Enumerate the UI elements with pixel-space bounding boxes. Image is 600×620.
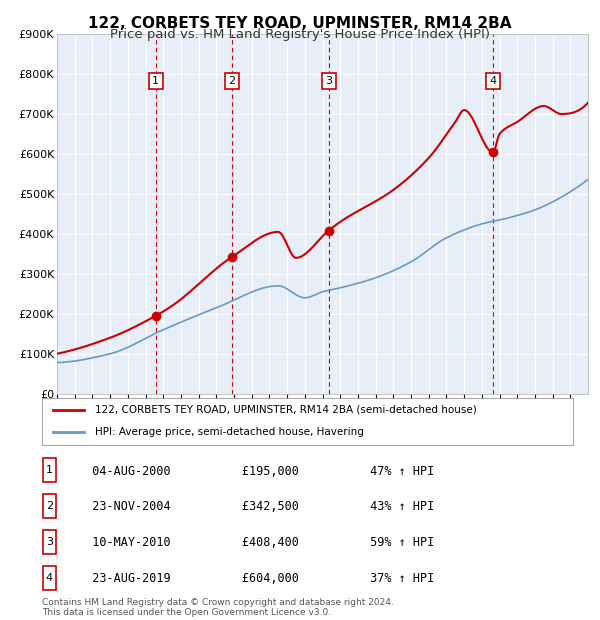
FancyBboxPatch shape [43, 458, 56, 482]
FancyBboxPatch shape [43, 494, 56, 518]
Text: 2: 2 [46, 501, 53, 511]
Text: 4: 4 [46, 573, 53, 583]
Text: 10-MAY-2010          £408,400          59% ↑ HPI: 10-MAY-2010 £408,400 59% ↑ HPI [78, 536, 434, 549]
Text: 1: 1 [46, 465, 53, 475]
Text: 1: 1 [152, 76, 159, 86]
Text: 23-AUG-2019          £604,000          37% ↑ HPI: 23-AUG-2019 £604,000 37% ↑ HPI [78, 572, 434, 585]
Text: 122, CORBETS TEY ROAD, UPMINSTER, RM14 2BA: 122, CORBETS TEY ROAD, UPMINSTER, RM14 2… [88, 16, 512, 30]
Text: 122, CORBETS TEY ROAD, UPMINSTER, RM14 2BA (semi-detached house): 122, CORBETS TEY ROAD, UPMINSTER, RM14 2… [95, 405, 477, 415]
Text: 3: 3 [46, 537, 53, 547]
FancyBboxPatch shape [43, 566, 56, 590]
Text: 4: 4 [490, 76, 497, 86]
Text: 2: 2 [229, 76, 236, 86]
Text: Price paid vs. HM Land Registry's House Price Index (HPI): Price paid vs. HM Land Registry's House … [110, 28, 490, 41]
Text: 04-AUG-2000          £195,000          47% ↑ HPI: 04-AUG-2000 £195,000 47% ↑ HPI [78, 464, 434, 477]
Text: 23-NOV-2004          £342,500          43% ↑ HPI: 23-NOV-2004 £342,500 43% ↑ HPI [78, 500, 434, 513]
FancyBboxPatch shape [43, 530, 56, 554]
Text: Contains HM Land Registry data © Crown copyright and database right 2024.
This d: Contains HM Land Registry data © Crown c… [42, 598, 394, 617]
Text: HPI: Average price, semi-detached house, Havering: HPI: Average price, semi-detached house,… [95, 427, 364, 436]
Text: 3: 3 [325, 76, 332, 86]
FancyBboxPatch shape [42, 398, 573, 445]
